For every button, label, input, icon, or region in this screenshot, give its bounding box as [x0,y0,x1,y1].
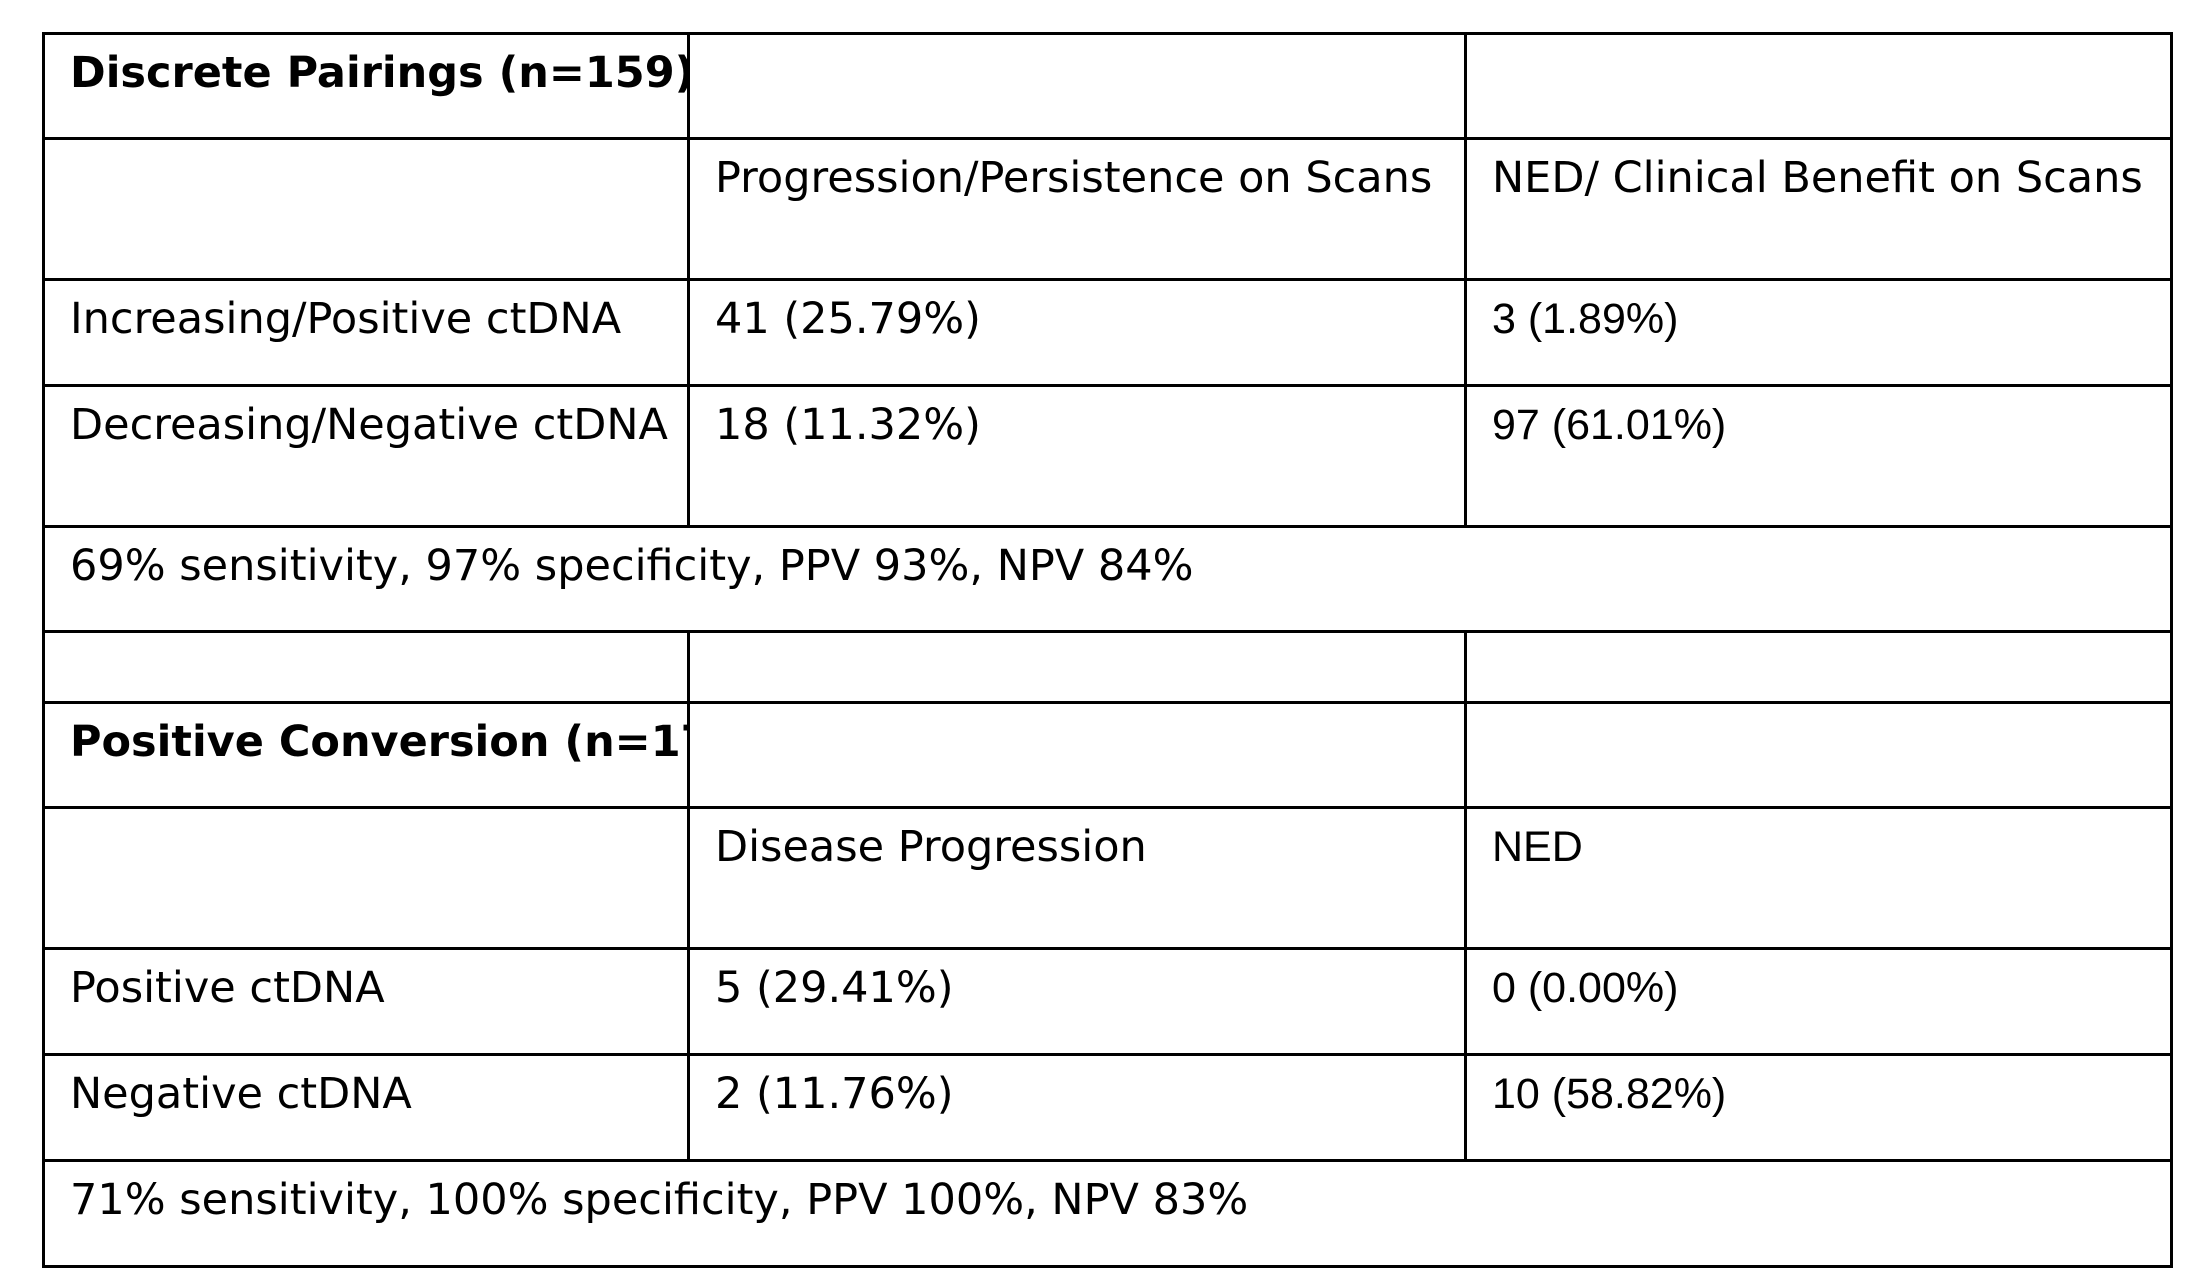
table-row: Negative ctDNA 2 (11.76%) 10 (58.82%) [42,1053,2173,1162]
table-cell: 18 (11.32%) [687,384,1467,528]
table-row: Positive Conversion (n=17) [42,701,2173,809]
column-header: NED/ Clinical Benefit on Scans [1464,137,2173,281]
table-cell: 2 (11.76%) [687,1053,1467,1162]
column-header: NED [1464,806,2173,950]
section-title: Positive Conversion (n=17) [42,701,690,809]
empty-cell [42,806,690,950]
table-cell: 5 (29.41%) [687,947,1467,1056]
table-row: 71% sensitivity, 100% specificity, PPV 1… [42,1159,2173,1268]
empty-cell [42,630,690,704]
row-label: Positive ctDNA [42,947,690,1056]
section-title: Discrete Pairings (n=159) [42,32,690,140]
empty-cell [1464,630,2173,704]
empty-cell [1464,32,2173,140]
row-label: Negative ctDNA [42,1053,690,1162]
table-row [42,630,2173,704]
table-row: Decreasing/Negative ctDNA 18 (11.32%) 97… [42,384,2173,528]
table-cell: 10 (58.82%) [1464,1053,2173,1162]
table-cell: 41 (25.79%) [687,278,1467,387]
table-row: Progression/Persistence on Scans NED/ Cl… [42,137,2173,281]
column-header: Progression/Persistence on Scans [687,137,1467,281]
table-row: 69% sensitivity, 97% specificity, PPV 93… [42,525,2173,633]
empty-cell [687,32,1467,140]
empty-cell [687,701,1467,809]
table-cell: 0 (0.00%) [1464,947,2173,1056]
table-row: Increasing/Positive ctDNA 41 (25.79%) 3 … [42,278,2173,387]
table-cell: 3 (1.89%) [1464,278,2173,387]
row-label: Increasing/Positive ctDNA [42,278,690,387]
table-cell: 97 (61.01%) [1464,384,2173,528]
empty-cell [42,137,690,281]
table-row: Discrete Pairings (n=159) [42,32,2173,140]
empty-cell [1464,701,2173,809]
results-table: Discrete Pairings (n=159) Progression/Pe… [42,32,2173,1268]
summary-row: 71% sensitivity, 100% specificity, PPV 1… [42,1159,2173,1268]
summary-row: 69% sensitivity, 97% specificity, PPV 93… [42,525,2173,633]
empty-cell [687,630,1467,704]
column-header: Disease Progression [687,806,1467,950]
row-label: Decreasing/Negative ctDNA [42,384,690,528]
table-row: Positive ctDNA 5 (29.41%) 0 (0.00%) [42,947,2173,1056]
table-row: Disease Progression NED [42,806,2173,950]
